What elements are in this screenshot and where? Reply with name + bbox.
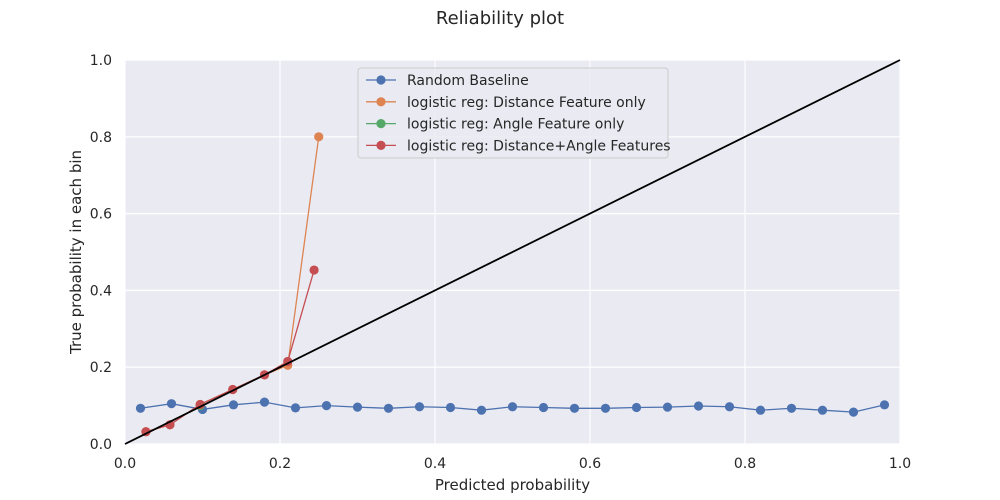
y-tick-label: 0.6 xyxy=(90,207,112,223)
data-point xyxy=(755,405,766,415)
legend-label: logistic reg: Angle Feature only xyxy=(407,117,624,133)
x-tick-label: 0.2 xyxy=(269,456,291,472)
data-point xyxy=(321,401,332,411)
x-tick-label: 0.4 xyxy=(424,456,446,472)
y-tick-label: 0.0 xyxy=(90,437,112,453)
legend-label: logistic reg: Distance+Angle Features xyxy=(407,138,671,154)
data-point xyxy=(166,399,177,409)
y-tick-label: 0.8 xyxy=(90,130,112,146)
series-layer xyxy=(124,59,901,445)
data-point xyxy=(786,403,797,413)
data-point xyxy=(879,400,890,410)
chart-title: Reliability plot xyxy=(436,8,564,29)
data-point xyxy=(848,407,859,417)
x-tick-label: 0.0 xyxy=(114,456,136,472)
legend-label: Random Baseline xyxy=(407,73,529,89)
legend-label: logistic reg: Distance Feature only xyxy=(407,95,646,111)
x-tick-label: 0.6 xyxy=(579,456,601,472)
y-tick-label: 0.2 xyxy=(90,360,112,376)
data-point xyxy=(352,402,363,412)
x-tick-label: 1.0 xyxy=(889,456,911,472)
data-point xyxy=(290,403,301,413)
data-point xyxy=(569,403,580,413)
data-point xyxy=(631,402,642,413)
legend-box xyxy=(357,67,669,159)
x-axis-label: Predicted probability xyxy=(435,476,590,494)
data-point xyxy=(600,403,611,413)
legend-swatch-marker xyxy=(376,140,386,150)
data-point xyxy=(135,403,146,413)
legend-swatch-marker xyxy=(376,75,386,85)
data-point xyxy=(724,402,735,412)
data-point xyxy=(693,401,704,411)
data-point xyxy=(817,405,828,415)
y-axis-ticks: 0.0 0.2 0.4 0.6 0.8 1.0 xyxy=(90,53,112,453)
y-tick-label: 1.0 xyxy=(90,53,112,69)
y-axis-label: True probability in each bin xyxy=(67,150,85,355)
data-point xyxy=(476,405,487,415)
data-point xyxy=(538,402,549,413)
data-point xyxy=(309,265,319,275)
data-point xyxy=(662,402,673,412)
data-point xyxy=(228,400,239,410)
data-point xyxy=(195,399,205,410)
perfect-calibration-line xyxy=(124,59,901,445)
legend: Random Baseline logistic reg: Distance Fe… xyxy=(357,67,671,159)
data-point xyxy=(314,132,324,142)
data-point xyxy=(414,402,425,412)
data-point xyxy=(445,402,456,413)
data-point xyxy=(383,403,394,413)
x-tick-label: 0.8 xyxy=(734,456,756,472)
data-point xyxy=(259,397,270,407)
series-group xyxy=(135,397,890,417)
data-point xyxy=(507,402,518,412)
x-axis-ticks: 0.0 0.2 0.4 0.6 0.8 1.0 xyxy=(114,456,911,472)
legend-swatch-marker xyxy=(376,97,386,107)
y-tick-label: 0.4 xyxy=(90,283,112,299)
legend-swatch-marker xyxy=(376,119,386,129)
